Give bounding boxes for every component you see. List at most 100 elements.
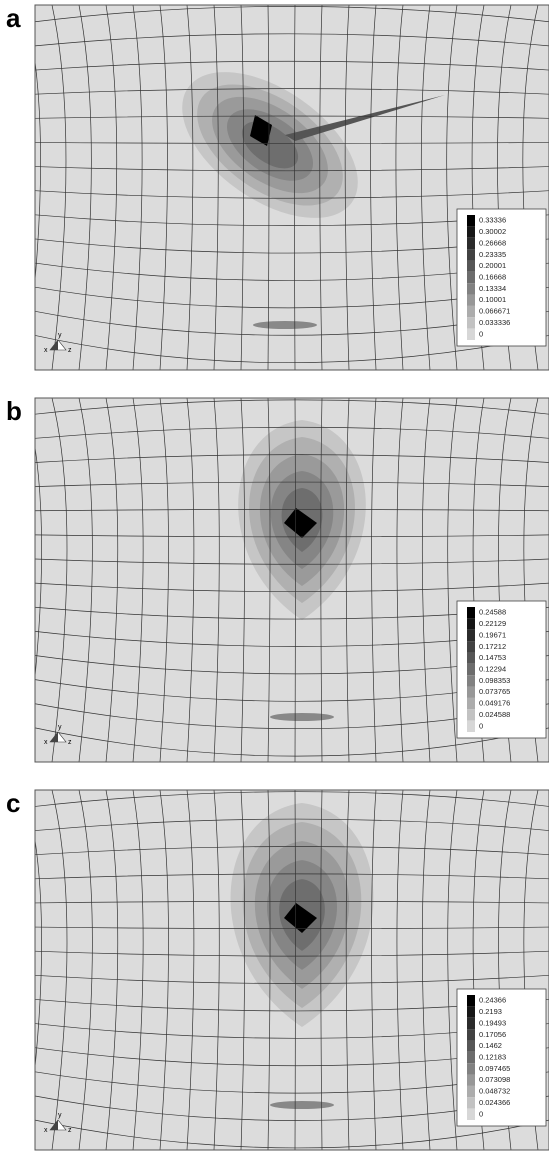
mesh-line	[132, 5, 143, 370]
legend-swatch	[467, 226, 475, 238]
mesh-line	[35, 445, 42, 681]
legend-label: 0	[479, 721, 483, 730]
mesh-line	[51, 790, 68, 1150]
triad-fill	[50, 1120, 58, 1130]
mesh-line	[35, 837, 42, 1071]
legend-label: 0.17056	[479, 1030, 506, 1039]
legend-label: 0.33336	[479, 216, 506, 225]
mesh-line	[240, 398, 246, 762]
mesh-line	[267, 790, 271, 1150]
legend-swatch	[467, 283, 475, 295]
legend-swatch	[467, 995, 475, 1007]
panel: a y x z 0.33336 0.30002 0.26668 0.23335 0.20001 0…	[6, 3, 549, 371]
legend-swatch	[467, 663, 475, 676]
legend-swatch	[467, 215, 475, 227]
triad-label: x	[44, 1127, 48, 1134]
mesh-line	[421, 790, 431, 1150]
mesh-line	[35, 558, 549, 565]
mesh-line	[35, 727, 549, 757]
triad-fill	[50, 340, 58, 350]
mesh-line	[35, 974, 549, 984]
mesh-line	[35, 846, 549, 856]
mesh-area	[35, 790, 549, 1150]
legend-swatch	[467, 1097, 475, 1109]
mesh-line	[186, 790, 195, 1150]
legend-label: 0.097465	[479, 1064, 510, 1073]
mesh-line	[267, 398, 271, 762]
legend-label: 0.024588	[479, 710, 510, 719]
legend-label: 0.12183	[479, 1052, 506, 1061]
mesh-line	[446, 5, 458, 370]
legend-swatch	[467, 260, 475, 272]
legend-swatch	[467, 686, 475, 698]
legend-label: 0.23335	[479, 250, 506, 259]
triad-label: x	[44, 347, 48, 354]
mesh-line	[35, 900, 549, 904]
legend-label: 0.13334	[479, 284, 506, 293]
mesh-line	[35, 873, 549, 880]
mesh-line	[447, 790, 458, 1150]
mesh-line	[35, 142, 549, 144]
panel-label: c	[6, 788, 20, 818]
mesh-line	[240, 790, 245, 1150]
legend-label: 0.17212	[479, 642, 506, 651]
mesh-line	[35, 88, 549, 95]
mesh-line	[240, 5, 244, 370]
mesh-line	[420, 5, 431, 370]
mesh-line	[159, 790, 169, 1150]
mesh-line	[78, 790, 93, 1150]
legend-swatch	[467, 328, 475, 340]
legend-swatch	[467, 652, 475, 664]
legend-swatch	[467, 1085, 475, 1098]
mesh-line	[186, 5, 194, 370]
legend-label: 0	[479, 329, 483, 338]
legend-label: 0.22129	[479, 619, 506, 628]
mesh-line	[396, 790, 404, 1150]
legend-swatch	[467, 294, 475, 306]
contour	[285, 95, 445, 141]
mesh-line	[421, 398, 431, 762]
legend-swatch	[467, 641, 475, 653]
legend-label: 0.049176	[479, 699, 510, 708]
legend-label: 0.033336	[479, 318, 510, 327]
triad-label: y	[58, 332, 62, 339]
mesh-line	[320, 790, 323, 1150]
mesh-line	[51, 398, 68, 762]
legend-label: 0.10001	[479, 295, 506, 304]
legend-label: 0.024366	[479, 1098, 510, 1107]
peak	[284, 508, 317, 538]
legend-label: 0.098353	[479, 676, 510, 685]
legend-label: 0.066671	[479, 307, 510, 316]
legend-label: 0.20001	[479, 261, 506, 270]
panel-label: a	[6, 3, 21, 33]
mesh-line	[35, 454, 549, 463]
peak	[250, 115, 272, 146]
legend-swatch	[467, 305, 475, 318]
mesh-line	[345, 790, 350, 1150]
mesh-line	[35, 1119, 549, 1149]
mesh-line	[35, 950, 549, 957]
legend-swatch	[467, 629, 475, 642]
mesh-line	[132, 398, 144, 762]
legend-label: 0.16668	[479, 272, 506, 281]
mesh-line	[35, 481, 549, 487]
legend-label: 0.048732	[479, 1087, 510, 1096]
peak	[284, 903, 317, 933]
mesh-line	[345, 398, 350, 762]
legend-swatch	[467, 709, 475, 721]
shadow	[270, 1101, 334, 1109]
triad-label: z	[68, 1127, 72, 1134]
legend-swatch	[467, 1040, 475, 1052]
legend-label: 0.073765	[479, 687, 510, 696]
legend-swatch	[467, 237, 475, 250]
legend-swatch	[467, 720, 475, 732]
mesh-line	[395, 5, 404, 370]
shadow	[270, 713, 334, 721]
mesh-line	[159, 5, 168, 370]
panel-label: b	[6, 396, 22, 426]
legend-swatch	[467, 317, 475, 329]
mesh-line	[447, 398, 458, 762]
mesh-line	[213, 398, 220, 762]
mesh-line	[35, 818, 549, 831]
legend-label: 0.24588	[479, 608, 506, 617]
